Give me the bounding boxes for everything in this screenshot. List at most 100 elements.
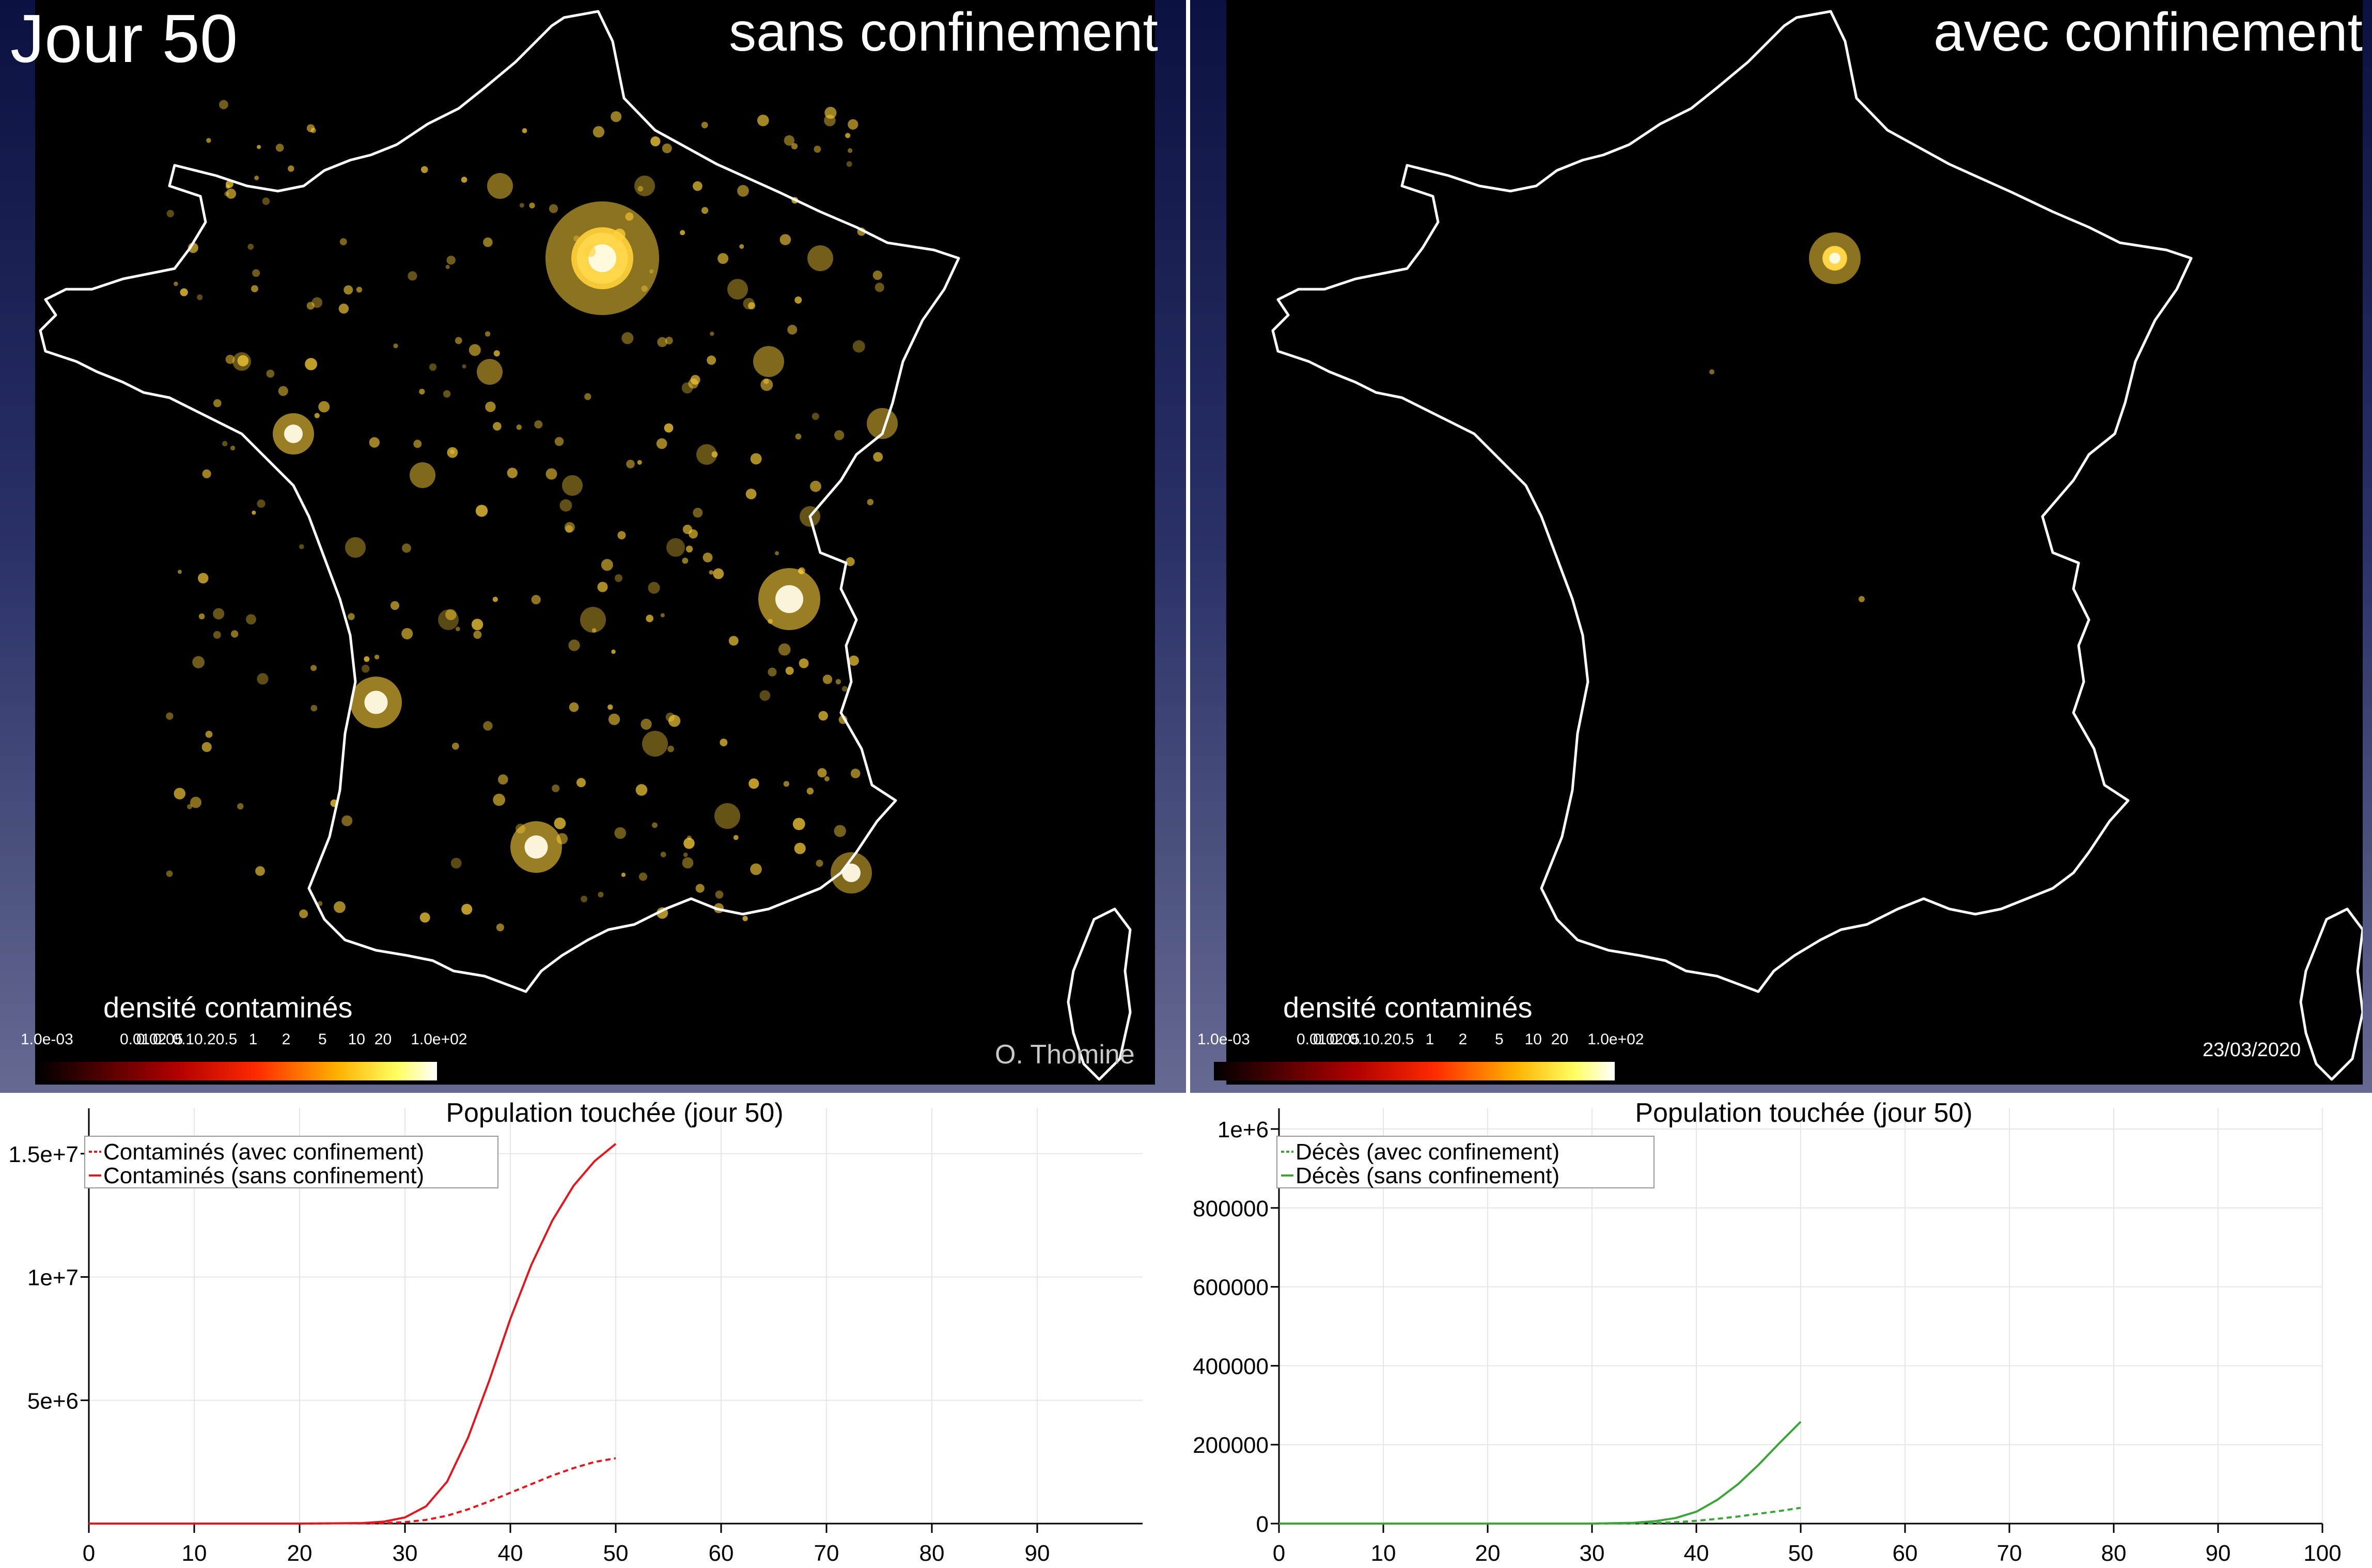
contamination-hotspot	[607, 704, 613, 710]
colorbar-tick-label: 20	[1551, 1031, 1569, 1048]
contamination-hotspot	[710, 332, 714, 336]
contamination-hotspot	[288, 165, 294, 172]
contamination-hotspot	[778, 643, 791, 656]
contamination-hotspot	[649, 269, 654, 274]
series-line	[1279, 1507, 1801, 1525]
contamination-hotspot	[310, 665, 317, 671]
contamination-hotspot	[471, 618, 483, 631]
colorbar-title: densité contaminés	[1283, 991, 1533, 1024]
y-tick-label: 1.5e+7	[8, 1142, 79, 1167]
contamination-hotspot	[222, 441, 228, 447]
contamination-hotspot	[787, 324, 798, 335]
legend-label: Décès (sans confinement)	[1296, 1163, 1559, 1188]
contamination-hotspot	[197, 294, 203, 301]
x-tick-label: 10	[1371, 1541, 1396, 1566]
contamination-hotspot	[345, 537, 366, 558]
legend-label: Décès (avec confinement)	[1296, 1139, 1559, 1165]
contamination-hotspot	[306, 302, 315, 310]
contamination-hotspot	[634, 176, 655, 196]
contamination-hotspot	[611, 111, 622, 122]
contamination-hotspot	[742, 916, 748, 921]
map-layer	[1271, 10, 2363, 1081]
contamination-hotspot	[174, 281, 178, 286]
contamination-hotspot	[568, 639, 580, 651]
contamination-hotspot	[257, 673, 269, 685]
contamination-hotspot	[174, 788, 186, 799]
scenario-title: avec confinement	[1933, 2, 2363, 62]
contamination-hotspot	[652, 822, 658, 828]
contamination-hotspot	[642, 731, 668, 757]
contamination-hotspot	[750, 453, 762, 465]
contamination-hotspot	[748, 778, 759, 789]
contamination-hotspot	[693, 508, 703, 518]
contamination-hotspot	[850, 769, 861, 778]
contamination-hotspot	[646, 615, 653, 622]
contamination-core	[284, 425, 303, 443]
contamination-hotspot	[720, 739, 728, 747]
contamination-hotspot	[305, 358, 317, 370]
contamination-hotspot	[450, 857, 462, 869]
contamination-hotspot	[446, 256, 456, 265]
contamination-hotspot	[401, 628, 413, 640]
contamination-hotspot	[824, 115, 836, 127]
contamination-hotspot	[783, 781, 789, 787]
x-tick-label: 100	[2303, 1541, 2341, 1566]
contamination-hotspot	[867, 408, 898, 439]
colorbar-tick-label: 0.05	[1330, 1031, 1360, 1048]
contamination-hotspot	[429, 363, 437, 371]
contamination-hotspot	[614, 574, 623, 582]
contamination-hotspot	[438, 609, 459, 630]
colorbar-tick-label: 1.0e+02	[411, 1031, 467, 1048]
contamination-hotspot	[455, 337, 462, 344]
colorbar-ticks: 1.0e-03 0.01 0.02 0.05 0.1 0.2 0.5 1 2 5 10 20 1.0e+…	[1197, 1031, 1644, 1052]
contamination-hotspot	[807, 245, 833, 271]
contamination-hotspot	[213, 631, 221, 639]
contamination-hotspot	[680, 230, 685, 236]
chart-title: Population touchée (jour 50)	[1635, 1098, 1972, 1128]
scenario-title: sans confinement	[729, 2, 1158, 62]
contamination-hotspot	[637, 460, 642, 465]
contamination-hotspot	[496, 923, 504, 932]
colorbar-tick-label: 10	[1524, 1031, 1542, 1048]
contamination-hotspot	[455, 626, 460, 632]
corsica-coastline	[2299, 907, 2363, 1081]
legend-box	[84, 1136, 498, 1188]
contamination-hotspot	[611, 649, 616, 654]
contamination-hotspot	[834, 825, 846, 837]
contamination-hotspot	[410, 462, 435, 488]
contamination-hotspot	[213, 608, 225, 620]
contamination-hotspot	[806, 788, 814, 795]
contamination-hotspot	[247, 243, 254, 250]
contamination-hotspot	[369, 437, 380, 448]
y-tick-label: 1e+6	[1218, 1117, 1269, 1142]
contamination-hotspot	[374, 654, 380, 660]
contamination-hotspot	[314, 413, 320, 418]
contamination-hotspot	[845, 133, 851, 138]
contamination-hotspot	[798, 568, 804, 574]
panel-divider	[1186, 0, 1190, 1093]
contamination-hotspot	[483, 721, 493, 731]
contamination-hotspot	[785, 666, 794, 675]
contamination-hotspot	[1709, 369, 1714, 374]
colorbar	[1214, 1062, 1615, 1080]
contamination-hotspot	[246, 614, 257, 625]
chart-deces-svg: 0 10 20 30 40 50 60 70 80 90 100 0 200000 400000 60000…	[1193, 1098, 2342, 1566]
contamination-hotspot	[665, 712, 675, 722]
contamination-hotspot	[818, 711, 828, 721]
corsica-coastline	[1067, 907, 1132, 1081]
contamination-hotspot	[344, 285, 353, 295]
contamination-hotspot	[727, 279, 748, 300]
contamination-hotspot	[759, 690, 771, 701]
contamination-hotspot	[824, 776, 830, 781]
contamination-hotspot	[846, 557, 855, 567]
contamination-hotspot	[617, 531, 626, 540]
contamination-hotspot	[794, 296, 802, 304]
x-tick-label: 10	[182, 1541, 207, 1566]
simulation-date: 23/03/2020	[2203, 1039, 2301, 1061]
contamination-hotspot	[580, 607, 606, 633]
contamination-hotspot	[226, 189, 237, 199]
contamination-hotspot	[625, 212, 634, 221]
contamination-hotspot	[707, 355, 716, 365]
contamination-hotspot	[522, 128, 527, 133]
contamination-hotspot	[872, 270, 882, 280]
